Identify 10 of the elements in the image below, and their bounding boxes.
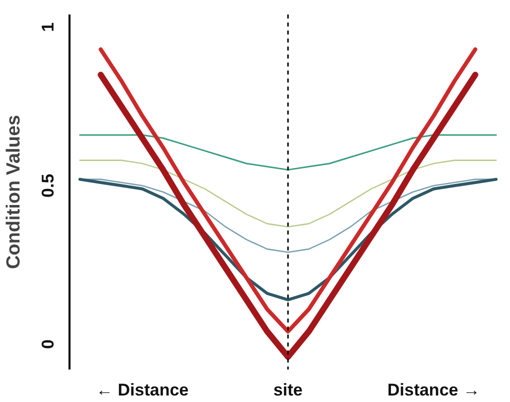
x-tick-label: site <box>273 380 303 400</box>
x-tick-label: ← Distance <box>96 380 189 400</box>
y-tick-label: 0.5 <box>38 174 58 198</box>
y-tick-label: 0 <box>38 339 58 349</box>
y-axis-title: Condition Values <box>4 114 24 270</box>
line-series <box>98 47 478 334</box>
line-series <box>79 160 497 228</box>
y-tick-label: 1 <box>38 22 58 32</box>
line-series <box>79 134 497 171</box>
x-tick-label: Distance → <box>387 380 480 400</box>
